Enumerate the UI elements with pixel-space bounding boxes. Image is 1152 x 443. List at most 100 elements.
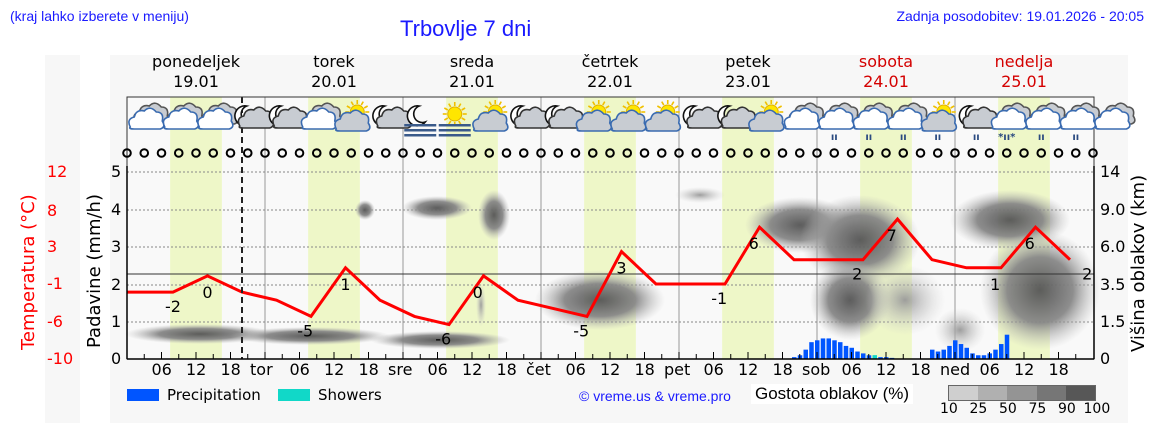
cloudy-light-rain-icon: ıı	[818, 102, 860, 143]
partly-sunny-icon	[334, 100, 371, 132]
partly-sunny-icon	[575, 100, 613, 132]
temperature-label: 0	[202, 283, 212, 302]
cloudy-sleet-icon: *ıı*	[990, 102, 1033, 143]
partly-sunny-light-rain-icon: ıı	[920, 100, 958, 143]
night-partly-cloudy-icon	[717, 105, 758, 129]
cloud-height-tick: 14	[1100, 162, 1121, 181]
precipitation-legend-label: Precipitation	[167, 386, 261, 404]
day-date: 25.01	[1001, 72, 1047, 91]
showers-legend-label: Showers	[318, 386, 382, 404]
cloudy-icon	[1094, 102, 1136, 130]
cloudy-icon	[128, 102, 170, 130]
cloudy-icon	[783, 102, 826, 130]
night-fog-icon	[404, 105, 437, 137]
temperature-label: 6	[749, 234, 759, 253]
x-tick-label: 06	[841, 360, 862, 379]
day-name: četrtek	[581, 52, 639, 71]
cloud-density-label: Gostota oblakov (%)	[751, 384, 914, 404]
precipitation-tick: 2	[111, 275, 122, 294]
cloud-height-tick: 1.5	[1100, 312, 1126, 331]
svg-text:*ıı*: *ıı*	[998, 132, 1016, 143]
day-date: 20.01	[311, 72, 357, 91]
temperature-tick: 12	[47, 162, 68, 181]
temperature-axis-panel	[45, 55, 80, 423]
x-tick-label: 12	[1014, 360, 1035, 379]
page-title: Trbovlje 7 dni	[400, 16, 532, 41]
day-name: sobota	[858, 52, 914, 71]
density-tick: 10	[940, 401, 958, 417]
temperature-tick: -10	[47, 349, 74, 368]
temperature-tick: -6	[47, 312, 63, 331]
x-tick-label: 12	[600, 360, 621, 379]
density-swatch	[978, 386, 1008, 400]
partly-sunny-icon	[610, 100, 647, 132]
day-header: nedelja 25.01	[964, 52, 1084, 92]
x-tick-label: 18	[772, 360, 793, 379]
day-date: 19.01	[173, 72, 219, 91]
last-update: Zadnja posodobitev: 19.01.2026 - 20:05	[896, 8, 1144, 24]
cloudy-light-rain-icon: ıı	[1025, 102, 1067, 143]
temperature-label: -6	[435, 330, 451, 349]
x-tick-marks	[143, 352, 1077, 359]
x-tick-label: 06	[289, 360, 310, 379]
temperature-label: 6	[1025, 234, 1035, 253]
night-partly-cloudy-icon	[544, 105, 585, 129]
x-tick-label: 06	[565, 360, 586, 379]
temperature-label: 3	[616, 259, 626, 278]
day-header: petek 23.01	[688, 52, 808, 92]
day-name: sreda	[449, 52, 495, 71]
density-tick: 25	[969, 401, 988, 417]
location-menu-hint[interactable]: (kraj lahko izberete v meniju)	[10, 8, 189, 24]
x-tick-label: 12	[324, 360, 345, 379]
copyright-link[interactable]: © vreme.us & vreme.pro	[579, 388, 731, 404]
cloudy-icon	[300, 102, 343, 130]
day-date: 22.01	[587, 72, 633, 91]
x-tick-label: 12	[186, 360, 207, 379]
cloudy-icon	[162, 102, 205, 130]
x-tick-label: sre	[388, 360, 413, 379]
precipitation-tick: 0	[111, 349, 122, 368]
day-date: 21.01	[449, 72, 495, 91]
showers-swatch	[278, 389, 310, 401]
cloud-density-scale	[948, 385, 1096, 401]
temperature-labels: -2 0 -5 1 -6 0 -5 3 -1 6 2 7 1 6 2	[165, 226, 1092, 348]
day-header: torek 20.01	[274, 52, 394, 92]
day-name: ponedeljek	[152, 52, 240, 71]
cloud-height-tick: 9.0	[1100, 200, 1126, 219]
density-swatch	[949, 386, 979, 400]
temperature-label: 7	[887, 226, 897, 245]
svg-text:ıı: ıı	[1072, 132, 1079, 143]
density-tick: 90	[1058, 401, 1076, 417]
cloudy-icon	[197, 102, 239, 130]
night-partly-cloudy-icon	[372, 105, 413, 129]
x-tick-label: 12	[876, 360, 897, 379]
cloudy-light-rain-icon: ıı	[852, 102, 895, 143]
precipitation-swatch	[127, 389, 159, 401]
temperature-label: -5	[573, 321, 589, 340]
x-tick-label: čet	[526, 360, 551, 379]
density-tick: 100	[1083, 401, 1111, 417]
wind-indicator-row	[122, 148, 1098, 158]
sun-fog-icon	[438, 102, 471, 137]
night-partly-cloudy-icon	[234, 105, 275, 129]
svg-text:ıı: ıı	[934, 132, 941, 143]
density-tick: 75	[1028, 401, 1047, 417]
partly-sunny-icon	[748, 100, 785, 132]
night-partly-cloudy-icon	[268, 105, 309, 129]
density-swatch	[1036, 386, 1066, 400]
x-tick-label: 12	[738, 360, 759, 379]
temperature-label: 0	[473, 283, 483, 302]
x-tick-label: 06	[151, 360, 172, 379]
temperature-tick: 8	[47, 201, 58, 220]
weather-icons-row: ıı ıı ıı ıı ıı *ıı* ıı ıı	[128, 100, 1136, 143]
temperature-label: -5	[297, 321, 313, 340]
svg-text:ıı: ıı	[973, 132, 980, 143]
night-partly-cloudy-icon	[682, 105, 723, 129]
partly-sunny-icon	[472, 100, 509, 132]
temperature-label: 2	[852, 265, 862, 284]
temperature-label: -2	[165, 297, 181, 316]
x-tick-label: 06	[703, 360, 724, 379]
density-swatch	[1065, 386, 1096, 400]
precipitation-tick: 1	[111, 312, 122, 331]
